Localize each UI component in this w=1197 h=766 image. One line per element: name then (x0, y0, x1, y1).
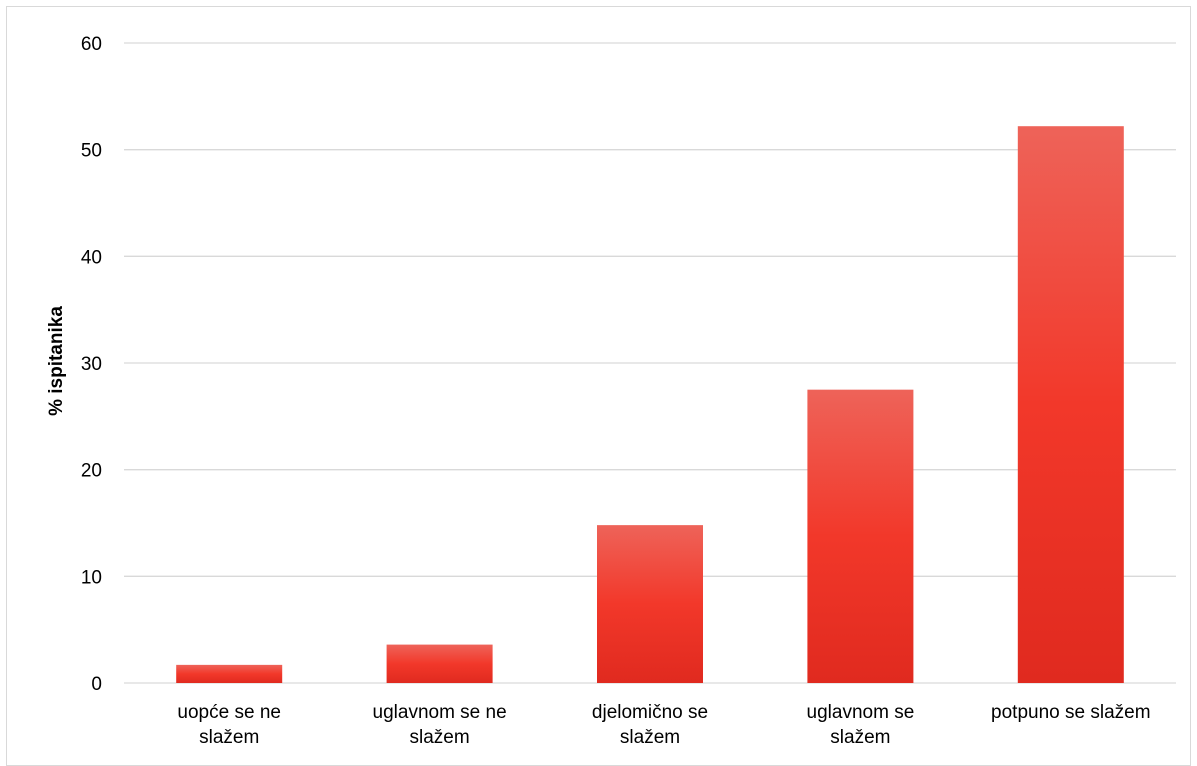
bar (176, 664, 283, 683)
x-category-label: uopće se ne slažem (177, 702, 281, 748)
x-category-label-line: djelomično se (592, 702, 708, 723)
bar (807, 389, 914, 683)
y-tick-label: 50 (81, 141, 102, 162)
x-category-label-line: slažem (410, 727, 470, 748)
y-axis-label: % ispitanika (46, 306, 67, 416)
y-tick-label: 40 (81, 247, 102, 268)
y-tick-label: 10 (81, 567, 102, 588)
bar (386, 644, 493, 683)
x-category-label: potpuno se slažem (991, 702, 1151, 723)
x-category-label-line: slažem (199, 727, 259, 748)
x-category-label: uglavnom se slažem (807, 702, 915, 748)
x-category-label-line: slažem (620, 727, 680, 748)
y-tick-label: 20 (81, 461, 102, 482)
y-tick-label: 0 (91, 674, 102, 695)
x-category-label: uglavnom se ne slažem (373, 702, 507, 748)
x-category-label-line: potpuno se slažem (991, 702, 1151, 723)
bar (597, 525, 703, 683)
x-category-label-line: uglavnom se ne (373, 702, 507, 723)
y-tick-label: 60 (81, 34, 102, 55)
bars (176, 126, 1124, 683)
bar (1017, 126, 1124, 683)
x-category-label-line: uglavnom se (807, 702, 915, 723)
x-category-label: djelomično se slažem (592, 702, 708, 748)
x-category-label-line: slažem (830, 727, 890, 748)
y-tick-label: 30 (81, 354, 102, 375)
x-category-label-line: uopće se ne (177, 702, 281, 723)
y-axis-ticks: 0 10 20 30 40 50 60 (81, 34, 102, 695)
gridlines (124, 42, 1176, 684)
